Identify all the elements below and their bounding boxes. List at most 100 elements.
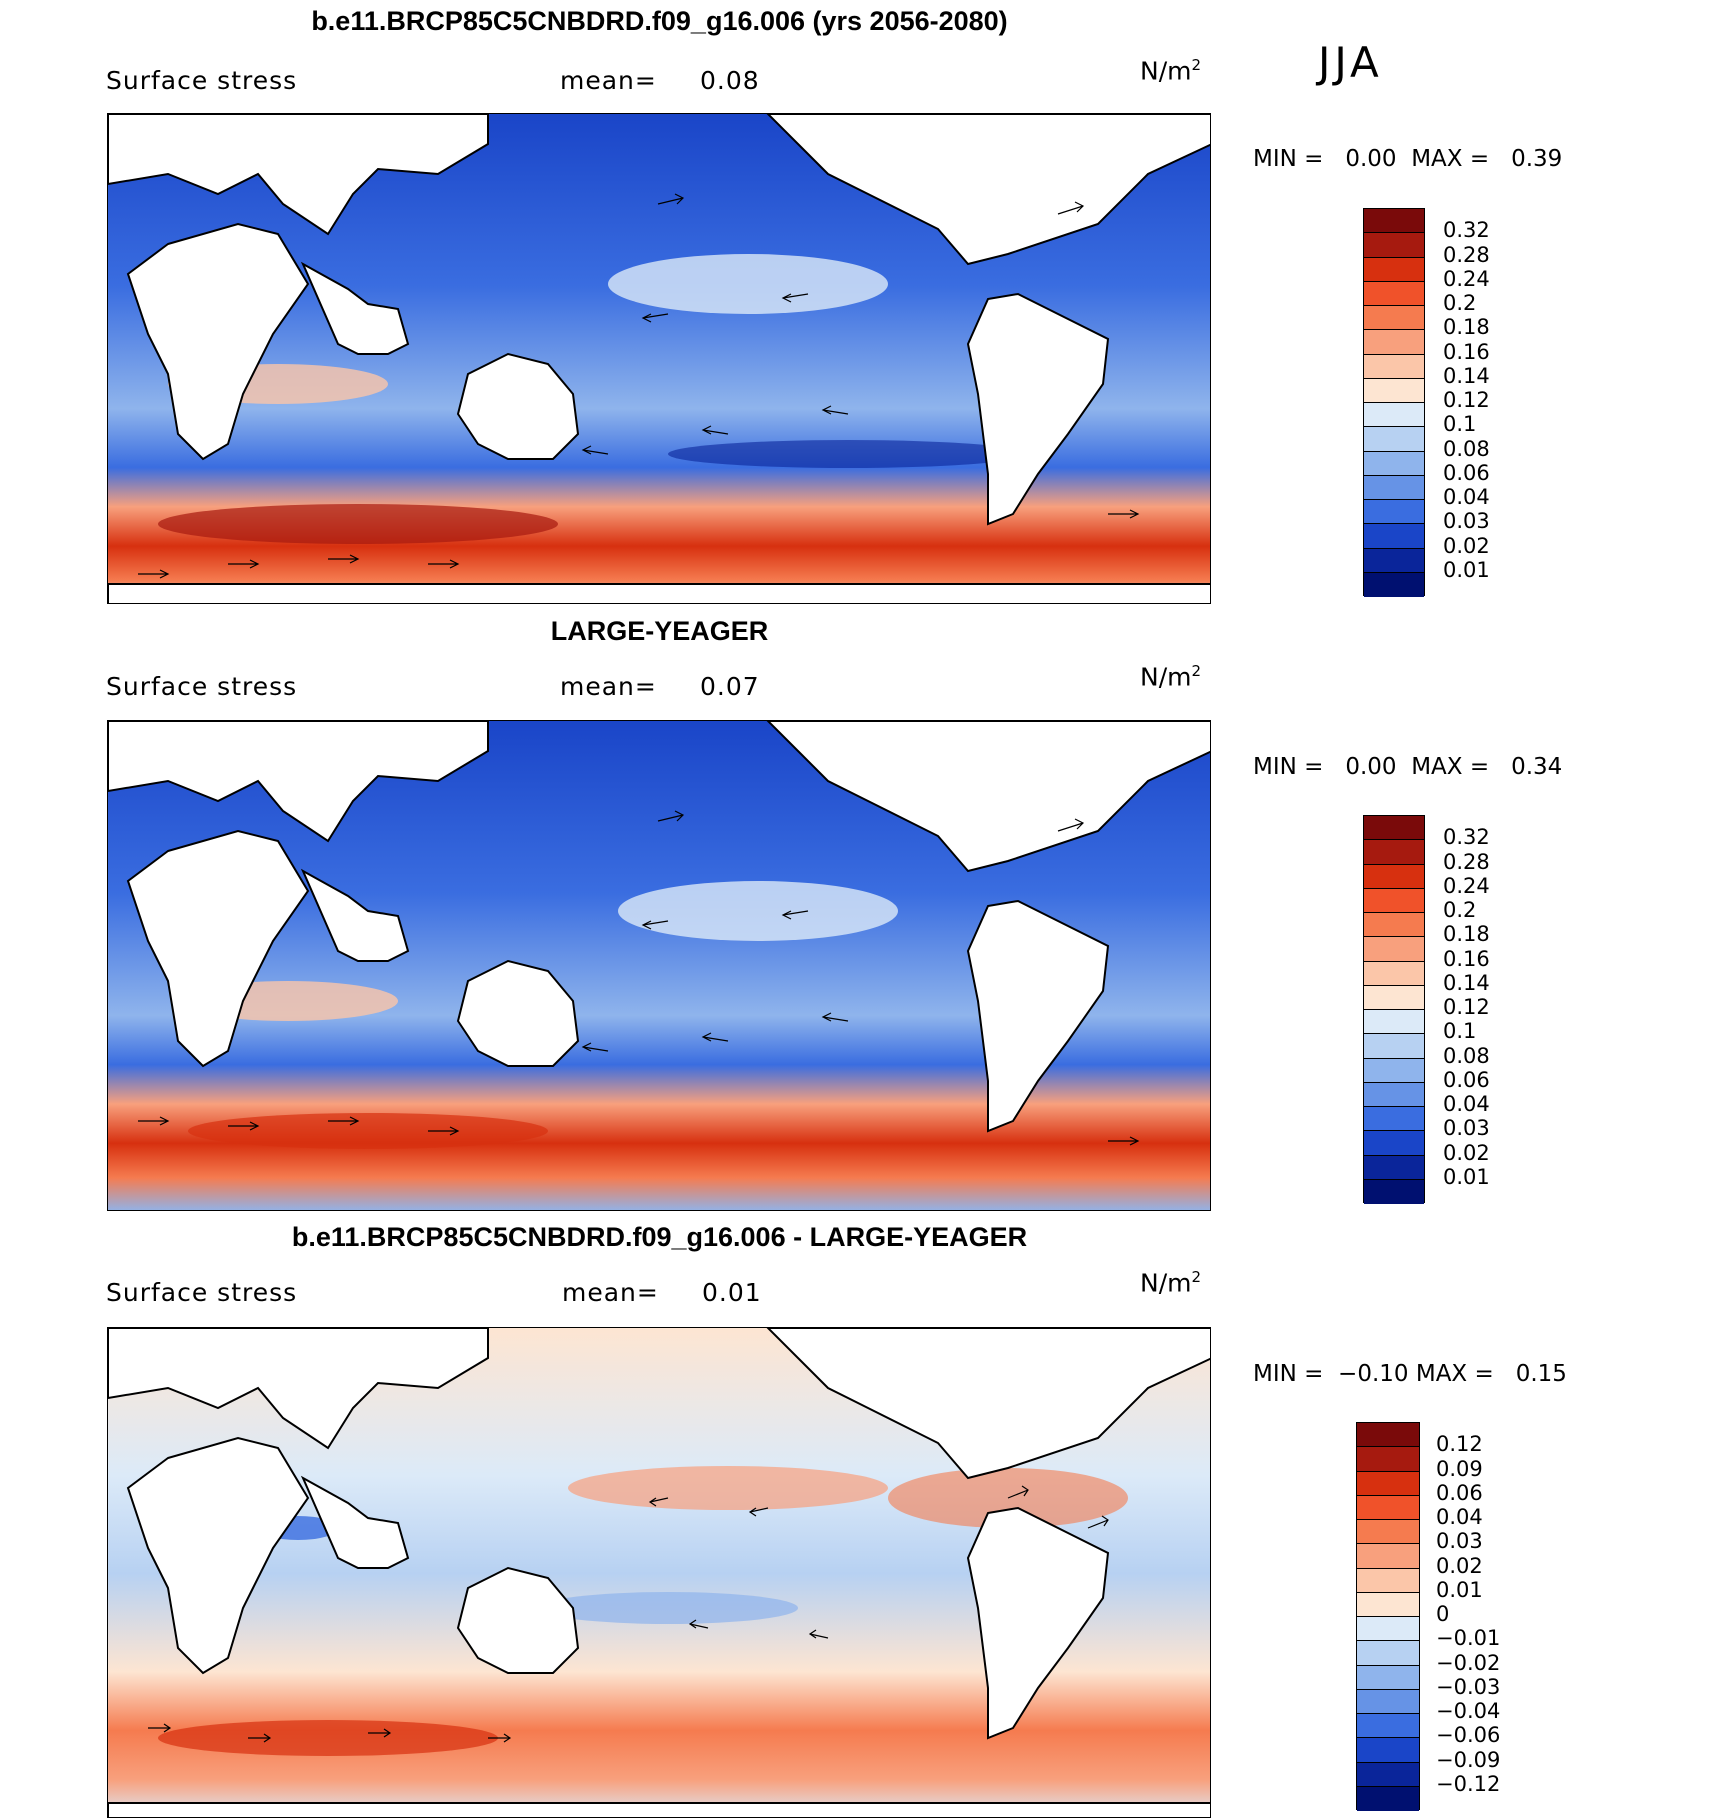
- panel-2-mean-label: mean=: [560, 672, 657, 701]
- colorbar-tick-label: 0.14: [1443, 363, 1490, 388]
- colorbar-tick-label: 0.06: [1443, 460, 1490, 485]
- panel-3-variable: Surface stress: [106, 1278, 298, 1307]
- colorbar-tick-label: −0.09: [1436, 1747, 1501, 1772]
- colorbar-tick-label: 0.08: [1443, 1043, 1490, 1068]
- colorbar-tick-label: −0.06: [1436, 1723, 1501, 1748]
- colorbar-tick-label: 0.28: [1443, 849, 1490, 874]
- colorbar-segment: [1364, 524, 1424, 549]
- panel-3-map: [107, 1327, 1211, 1818]
- panel-2-minmax: MIN = 0.00 MAX = 0.34: [1253, 754, 1563, 780]
- colorbar-tick-label: 0.16: [1443, 339, 1490, 364]
- colorbar-tick-label: −0.01: [1436, 1626, 1501, 1651]
- panel-2-mean-value: 0.07: [700, 672, 760, 701]
- panel-2-units: N/m2: [1140, 662, 1202, 692]
- colorbar-tick-label: −0.03: [1436, 1674, 1501, 1699]
- colorbar-tick-label: 0.02: [1436, 1553, 1483, 1578]
- colorbar-tick-label: 0.24: [1443, 873, 1490, 898]
- colorbar-segment: [1357, 1592, 1419, 1617]
- colorbar-tick-label: 0.02: [1443, 533, 1490, 558]
- colorbar-tick-label: 0.02: [1443, 1140, 1490, 1165]
- panel-1-colorbar: [1363, 208, 1425, 597]
- panel-1-minmax: MIN = 0.00 MAX = 0.39: [1253, 146, 1563, 172]
- colorbar-segment: [1364, 1082, 1424, 1107]
- panel-2-map-svg: [108, 721, 1210, 1210]
- colorbar-tick-label: −0.02: [1436, 1650, 1501, 1675]
- colorbar-segment: [1364, 913, 1424, 938]
- colorbar-tick-label: 0.04: [1443, 485, 1490, 509]
- colorbar-tick-label: 0.06: [1443, 1067, 1490, 1092]
- panel-3-minmax: MIN = −0.10 MAX = 0.15: [1253, 1361, 1567, 1387]
- colorbar-segment: [1364, 937, 1424, 962]
- colorbar-tick-label: 0.12: [1443, 995, 1490, 1019]
- colorbar-segment: [1364, 403, 1424, 428]
- colorbar-tick-label: 0.12: [1443, 388, 1490, 412]
- colorbar-segment: [1357, 1423, 1419, 1448]
- colorbar-tick-label: 0.01: [1436, 1577, 1483, 1602]
- colorbar-segment: [1357, 1617, 1419, 1642]
- colorbar-segment: [1364, 1034, 1424, 1059]
- colorbar-tick-label: 0.32: [1443, 218, 1490, 243]
- colorbar-segment: [1364, 961, 1424, 986]
- panel-2-vectors: [138, 810, 1140, 1146]
- colorbar-segment: [1357, 1738, 1419, 1763]
- colorbar-segment: [1357, 1762, 1419, 1787]
- colorbar-segment: [1364, 1155, 1424, 1180]
- colorbar-tick-label: 0.2: [1443, 291, 1477, 315]
- colorbar-segment: [1364, 1107, 1424, 1132]
- colorbar-segment: [1364, 816, 1424, 841]
- panel-1-mean-label: mean=: [560, 66, 657, 95]
- panel-1-title: b.e11.BRCP85C5CNBDRD.f09_g16.006 (yrs 20…: [311, 6, 1008, 36]
- colorbar-tick-label: 0.18: [1443, 922, 1490, 947]
- colorbar-segment: [1364, 306, 1424, 331]
- colorbar-tick-label: 0.03: [1436, 1529, 1483, 1554]
- colorbar-segment: [1357, 1520, 1419, 1545]
- colorbar-segment: [1357, 1689, 1419, 1714]
- colorbar-tick-label: 0.08: [1443, 436, 1490, 461]
- colorbar-tick-label: 0.28: [1443, 242, 1490, 267]
- colorbar-tick-label: 0.32: [1443, 825, 1490, 850]
- colorbar-segment: [1357, 1786, 1419, 1811]
- panel-1-units: N/m2: [1140, 56, 1202, 86]
- colorbar-segment: [1364, 572, 1424, 597]
- colorbar-tick-label: 0.01: [1443, 557, 1490, 582]
- panel-3-mean-label: mean=: [562, 1278, 659, 1307]
- colorbar-segment: [1364, 281, 1424, 306]
- colorbar-tick-label: 0.12: [1436, 1432, 1483, 1457]
- panel-2-variable: Surface stress: [106, 672, 298, 701]
- colorbar-tick-label: 0.18: [1443, 315, 1490, 340]
- colorbar-tick-label: −0.12: [1436, 1771, 1501, 1796]
- colorbar-segment: [1364, 354, 1424, 379]
- colorbar-segment: [1364, 548, 1424, 573]
- colorbar-segment: [1357, 1495, 1419, 1520]
- colorbar-segment: [1364, 864, 1424, 889]
- panel-1-mean-value: 0.08: [700, 66, 760, 95]
- colorbar-segment: [1357, 1447, 1419, 1472]
- colorbar-segment: [1357, 1641, 1419, 1666]
- colorbar-segment: [1364, 233, 1424, 258]
- colorbar-segment: [1357, 1714, 1419, 1739]
- colorbar-tick-label: 0.04: [1443, 1092, 1490, 1116]
- panel-3-mean-value: 0.01: [702, 1278, 762, 1307]
- colorbar-segment: [1364, 451, 1424, 476]
- colorbar-tick-label: −0.04: [1436, 1699, 1501, 1723]
- colorbar-segment: [1357, 1544, 1419, 1569]
- colorbar-tick-label: 0.06: [1436, 1480, 1483, 1505]
- colorbar-tick-label: 0.1: [1443, 1019, 1477, 1044]
- colorbar-tick-label: 0.1: [1443, 412, 1477, 437]
- colorbar-tick-label: 0.03: [1443, 1116, 1490, 1141]
- colorbar-segment: [1364, 378, 1424, 403]
- panel-2-colorbar: [1363, 815, 1425, 1204]
- panel-3-title: b.e11.BRCP85C5CNBDRD.f09_g16.006 - LARGE…: [291, 1222, 1028, 1252]
- panel-1-vectors: [138, 193, 1140, 579]
- panel-1-map-svg: [108, 114, 1210, 603]
- colorbar-segment: [1364, 330, 1424, 355]
- colorbar-tick-label: 0.2: [1443, 898, 1477, 922]
- colorbar-segment: [1364, 840, 1424, 865]
- colorbar-segment: [1357, 1665, 1419, 1690]
- colorbar-tick-label: 0.24: [1443, 266, 1490, 291]
- colorbar-segment: [1364, 500, 1424, 525]
- colorbar-tick-label: 0.04: [1436, 1505, 1483, 1529]
- colorbar-segment: [1364, 427, 1424, 452]
- colorbar-segment: [1364, 985, 1424, 1010]
- colorbar-segment: [1357, 1568, 1419, 1593]
